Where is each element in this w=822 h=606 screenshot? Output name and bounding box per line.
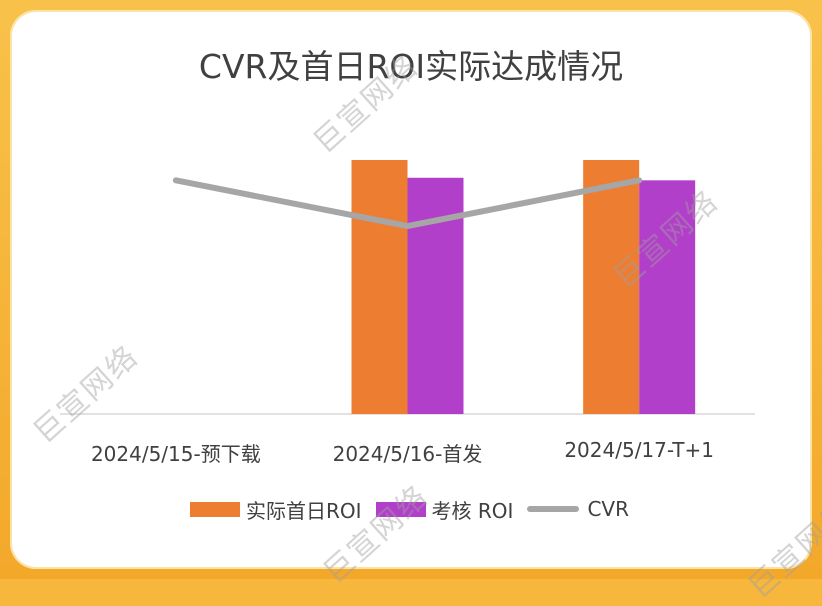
bar-actual-roi-1	[352, 160, 408, 414]
legend-label-actual-roi: 实际首日ROI	[246, 495, 362, 524]
legend-swatch-cvr	[527, 506, 579, 512]
x-tick-label: 2024/5/15-预下载	[56, 438, 296, 467]
bar-target-roi-1	[408, 178, 464, 414]
legend-item-actual-roi: 实际首日ROI	[190, 495, 362, 524]
legend-label-target-roi: 考核 ROI	[432, 495, 514, 524]
legend-swatch-actual-roi	[190, 502, 240, 517]
x-tick-label: 2024/5/17-T+1	[519, 438, 759, 462]
x-tick-label: 2024/5/16-首发	[288, 438, 528, 467]
legend-label-cvr: CVR	[587, 497, 629, 521]
legend-item-cvr: CVR	[527, 497, 629, 521]
